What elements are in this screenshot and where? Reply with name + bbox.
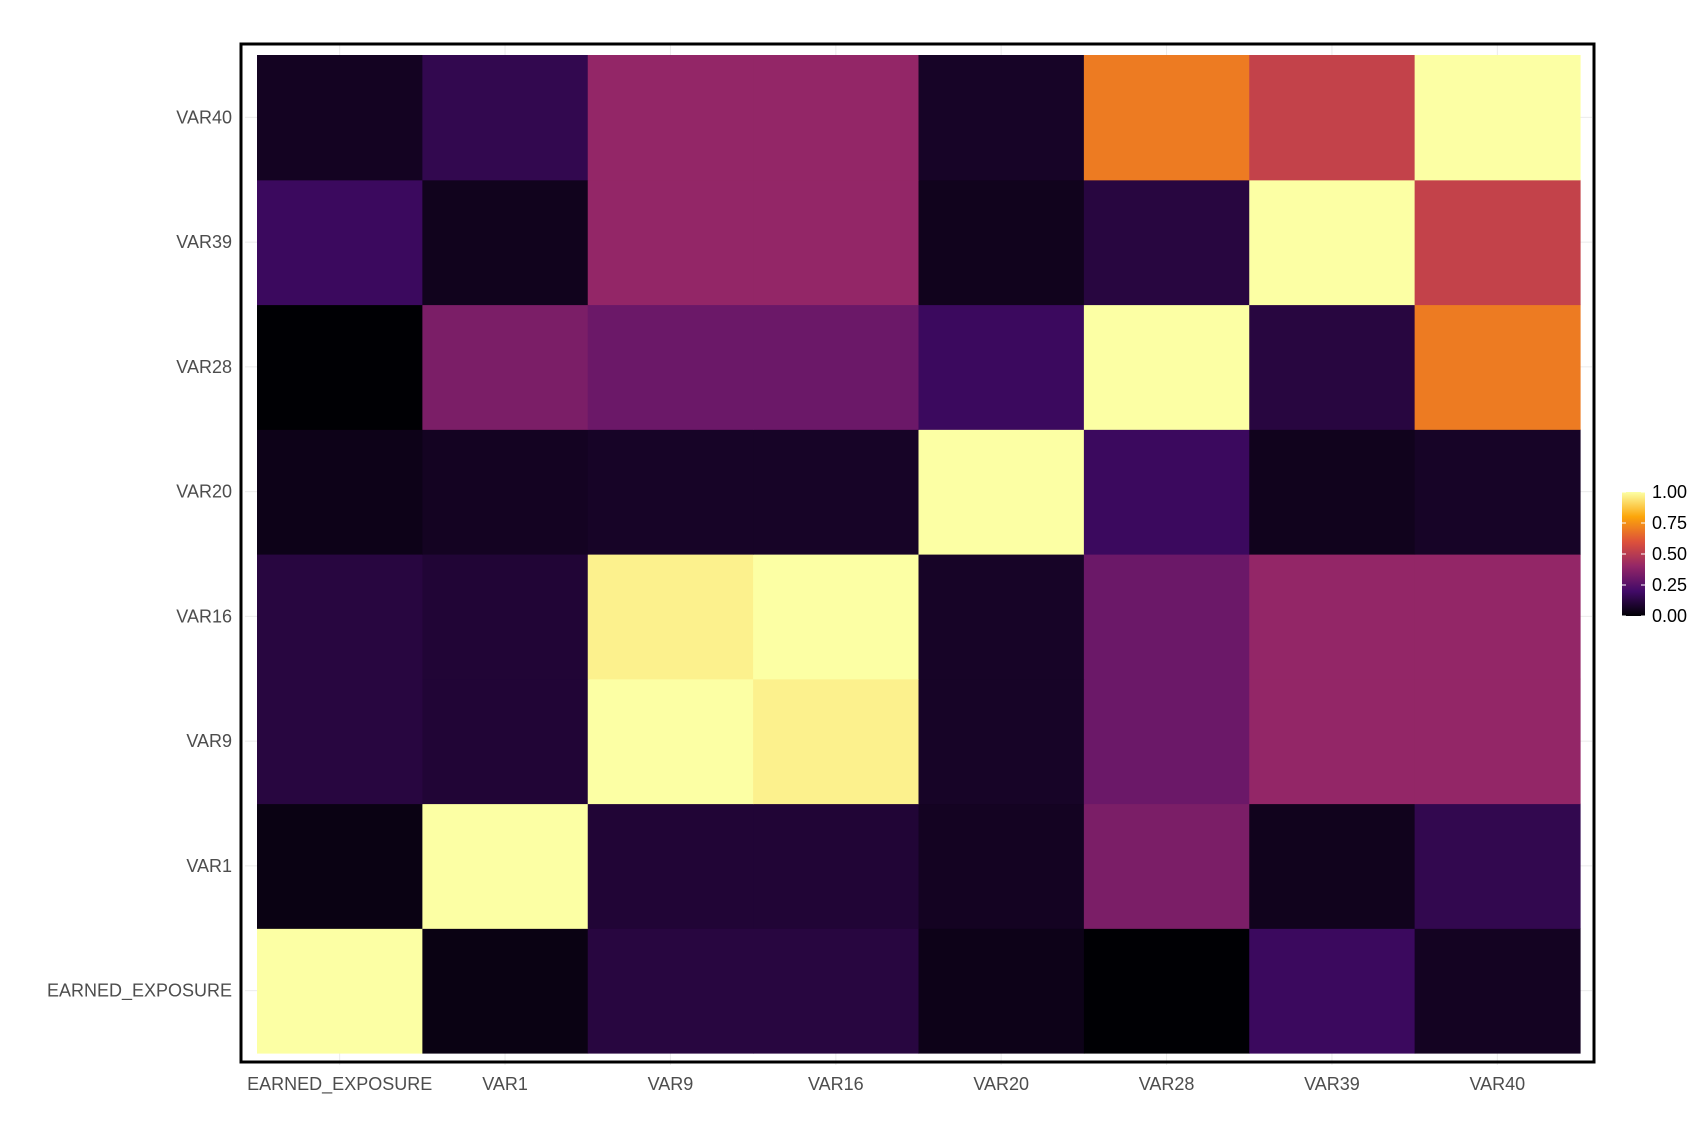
x-tick-label: VAR9 bbox=[648, 1074, 694, 1094]
colorbar-tick-label: 0.25 bbox=[1652, 575, 1687, 595]
heatmap-cell bbox=[1414, 429, 1581, 555]
heatmap-cell bbox=[753, 55, 920, 181]
heatmap-cell bbox=[753, 179, 920, 306]
x-tick-label: VAR1 bbox=[482, 1074, 528, 1094]
x-tick-label: VAR40 bbox=[1469, 1074, 1525, 1094]
heatmap-cell bbox=[1249, 429, 1416, 555]
y-tick-label: VAR28 bbox=[176, 357, 232, 377]
heatmap-cell bbox=[1414, 304, 1581, 430]
heatmap-cell bbox=[753, 928, 920, 1054]
heatmap-cell bbox=[1249, 803, 1416, 929]
heatmap-cell bbox=[422, 554, 589, 680]
heatmap-cell bbox=[1083, 928, 1250, 1054]
colorbar-tick-label: 0.50 bbox=[1652, 544, 1687, 564]
heatmap-cell bbox=[422, 928, 589, 1054]
heatmap-cell bbox=[422, 55, 589, 181]
heatmap-cell bbox=[918, 304, 1085, 430]
heatmap-cell bbox=[918, 554, 1085, 680]
y-tick-label: VAR9 bbox=[186, 731, 232, 751]
y-tick-label: VAR40 bbox=[176, 107, 232, 127]
heatmap-cell bbox=[587, 304, 754, 430]
heatmap-cell bbox=[257, 429, 423, 555]
heatmap-cell bbox=[1414, 678, 1581, 805]
colorbar bbox=[1622, 492, 1645, 616]
heatmap-cell bbox=[1083, 179, 1250, 306]
x-tick-label: VAR20 bbox=[973, 1074, 1029, 1094]
heatmap-cell bbox=[1414, 179, 1581, 306]
heatmap-cell bbox=[587, 928, 754, 1054]
heatmap-cell bbox=[257, 55, 423, 181]
heatmap-cell bbox=[422, 429, 589, 555]
heatmap-cell bbox=[918, 803, 1085, 929]
heatmap-cell bbox=[257, 928, 423, 1054]
heatmap-cell bbox=[257, 554, 423, 680]
heatmap-cell bbox=[422, 803, 589, 929]
y-tick-label: VAR39 bbox=[176, 232, 232, 252]
heatmap-cell bbox=[753, 429, 920, 555]
heatmap-cell bbox=[422, 179, 589, 306]
heatmap-cell bbox=[1249, 554, 1416, 680]
heatmap-cell bbox=[587, 55, 754, 181]
x-tick-label: VAR28 bbox=[1139, 1074, 1195, 1094]
heatmap-cell bbox=[1083, 678, 1250, 805]
panel-border bbox=[239, 42, 1596, 1064]
x-tick-label: VAR16 bbox=[808, 1074, 864, 1094]
heatmap-cell bbox=[753, 304, 920, 430]
heatmap-cell bbox=[918, 179, 1085, 306]
heatmap-cell bbox=[587, 803, 754, 929]
heatmap-cell bbox=[1083, 803, 1250, 929]
heatmap-cell bbox=[587, 554, 754, 680]
heatmap-cell bbox=[1249, 304, 1416, 430]
heatmap-cell bbox=[422, 304, 589, 430]
colorbar-tick-label: 0.00 bbox=[1652, 606, 1687, 626]
y-tick-label: VAR1 bbox=[186, 856, 232, 876]
heatmap-cell bbox=[257, 304, 423, 430]
heatmap-cell bbox=[753, 803, 920, 929]
heatmap-cell bbox=[1249, 928, 1416, 1054]
heatmap-cell bbox=[257, 179, 423, 306]
heatmap-cell bbox=[918, 429, 1085, 555]
heatmap-cell bbox=[753, 554, 920, 680]
heatmap-cell bbox=[422, 678, 589, 805]
heatmap-cell bbox=[1414, 55, 1581, 181]
heatmap-cell bbox=[1249, 179, 1416, 306]
colorbar-tick-label: 0.75 bbox=[1652, 513, 1687, 533]
heatmap-cell bbox=[1249, 678, 1416, 805]
heatmap-cell bbox=[257, 678, 423, 805]
heatmap-cell bbox=[1083, 55, 1250, 181]
heatmap-cell bbox=[257, 803, 423, 929]
colorbar-tick-label: 1.00 bbox=[1652, 482, 1687, 502]
heatmap-cell bbox=[918, 55, 1085, 181]
x-tick-label: EARNED_EXPOSURE bbox=[247, 1074, 432, 1095]
heatmap-cell bbox=[587, 179, 754, 306]
heatmap-cell bbox=[1414, 803, 1581, 929]
heatmap-cell bbox=[1083, 554, 1250, 680]
heatmap-cell bbox=[1414, 928, 1581, 1054]
heatmap-cell bbox=[1249, 55, 1416, 181]
heatmap-cell bbox=[753, 678, 920, 805]
heatmap-cell bbox=[918, 678, 1085, 805]
heatmap-cell bbox=[587, 429, 754, 555]
heatmap-cell bbox=[587, 678, 754, 805]
y-tick-label: VAR20 bbox=[176, 482, 232, 502]
y-tick-label: EARNED_EXPOSURE bbox=[47, 981, 232, 1002]
heatmap-cell bbox=[1083, 304, 1250, 430]
heatmap-cell bbox=[1414, 554, 1581, 680]
heatmap-cell bbox=[1083, 429, 1250, 555]
heatmap-cell bbox=[918, 928, 1085, 1054]
x-tick-label: VAR39 bbox=[1304, 1074, 1360, 1094]
y-tick-label: VAR16 bbox=[176, 606, 232, 626]
